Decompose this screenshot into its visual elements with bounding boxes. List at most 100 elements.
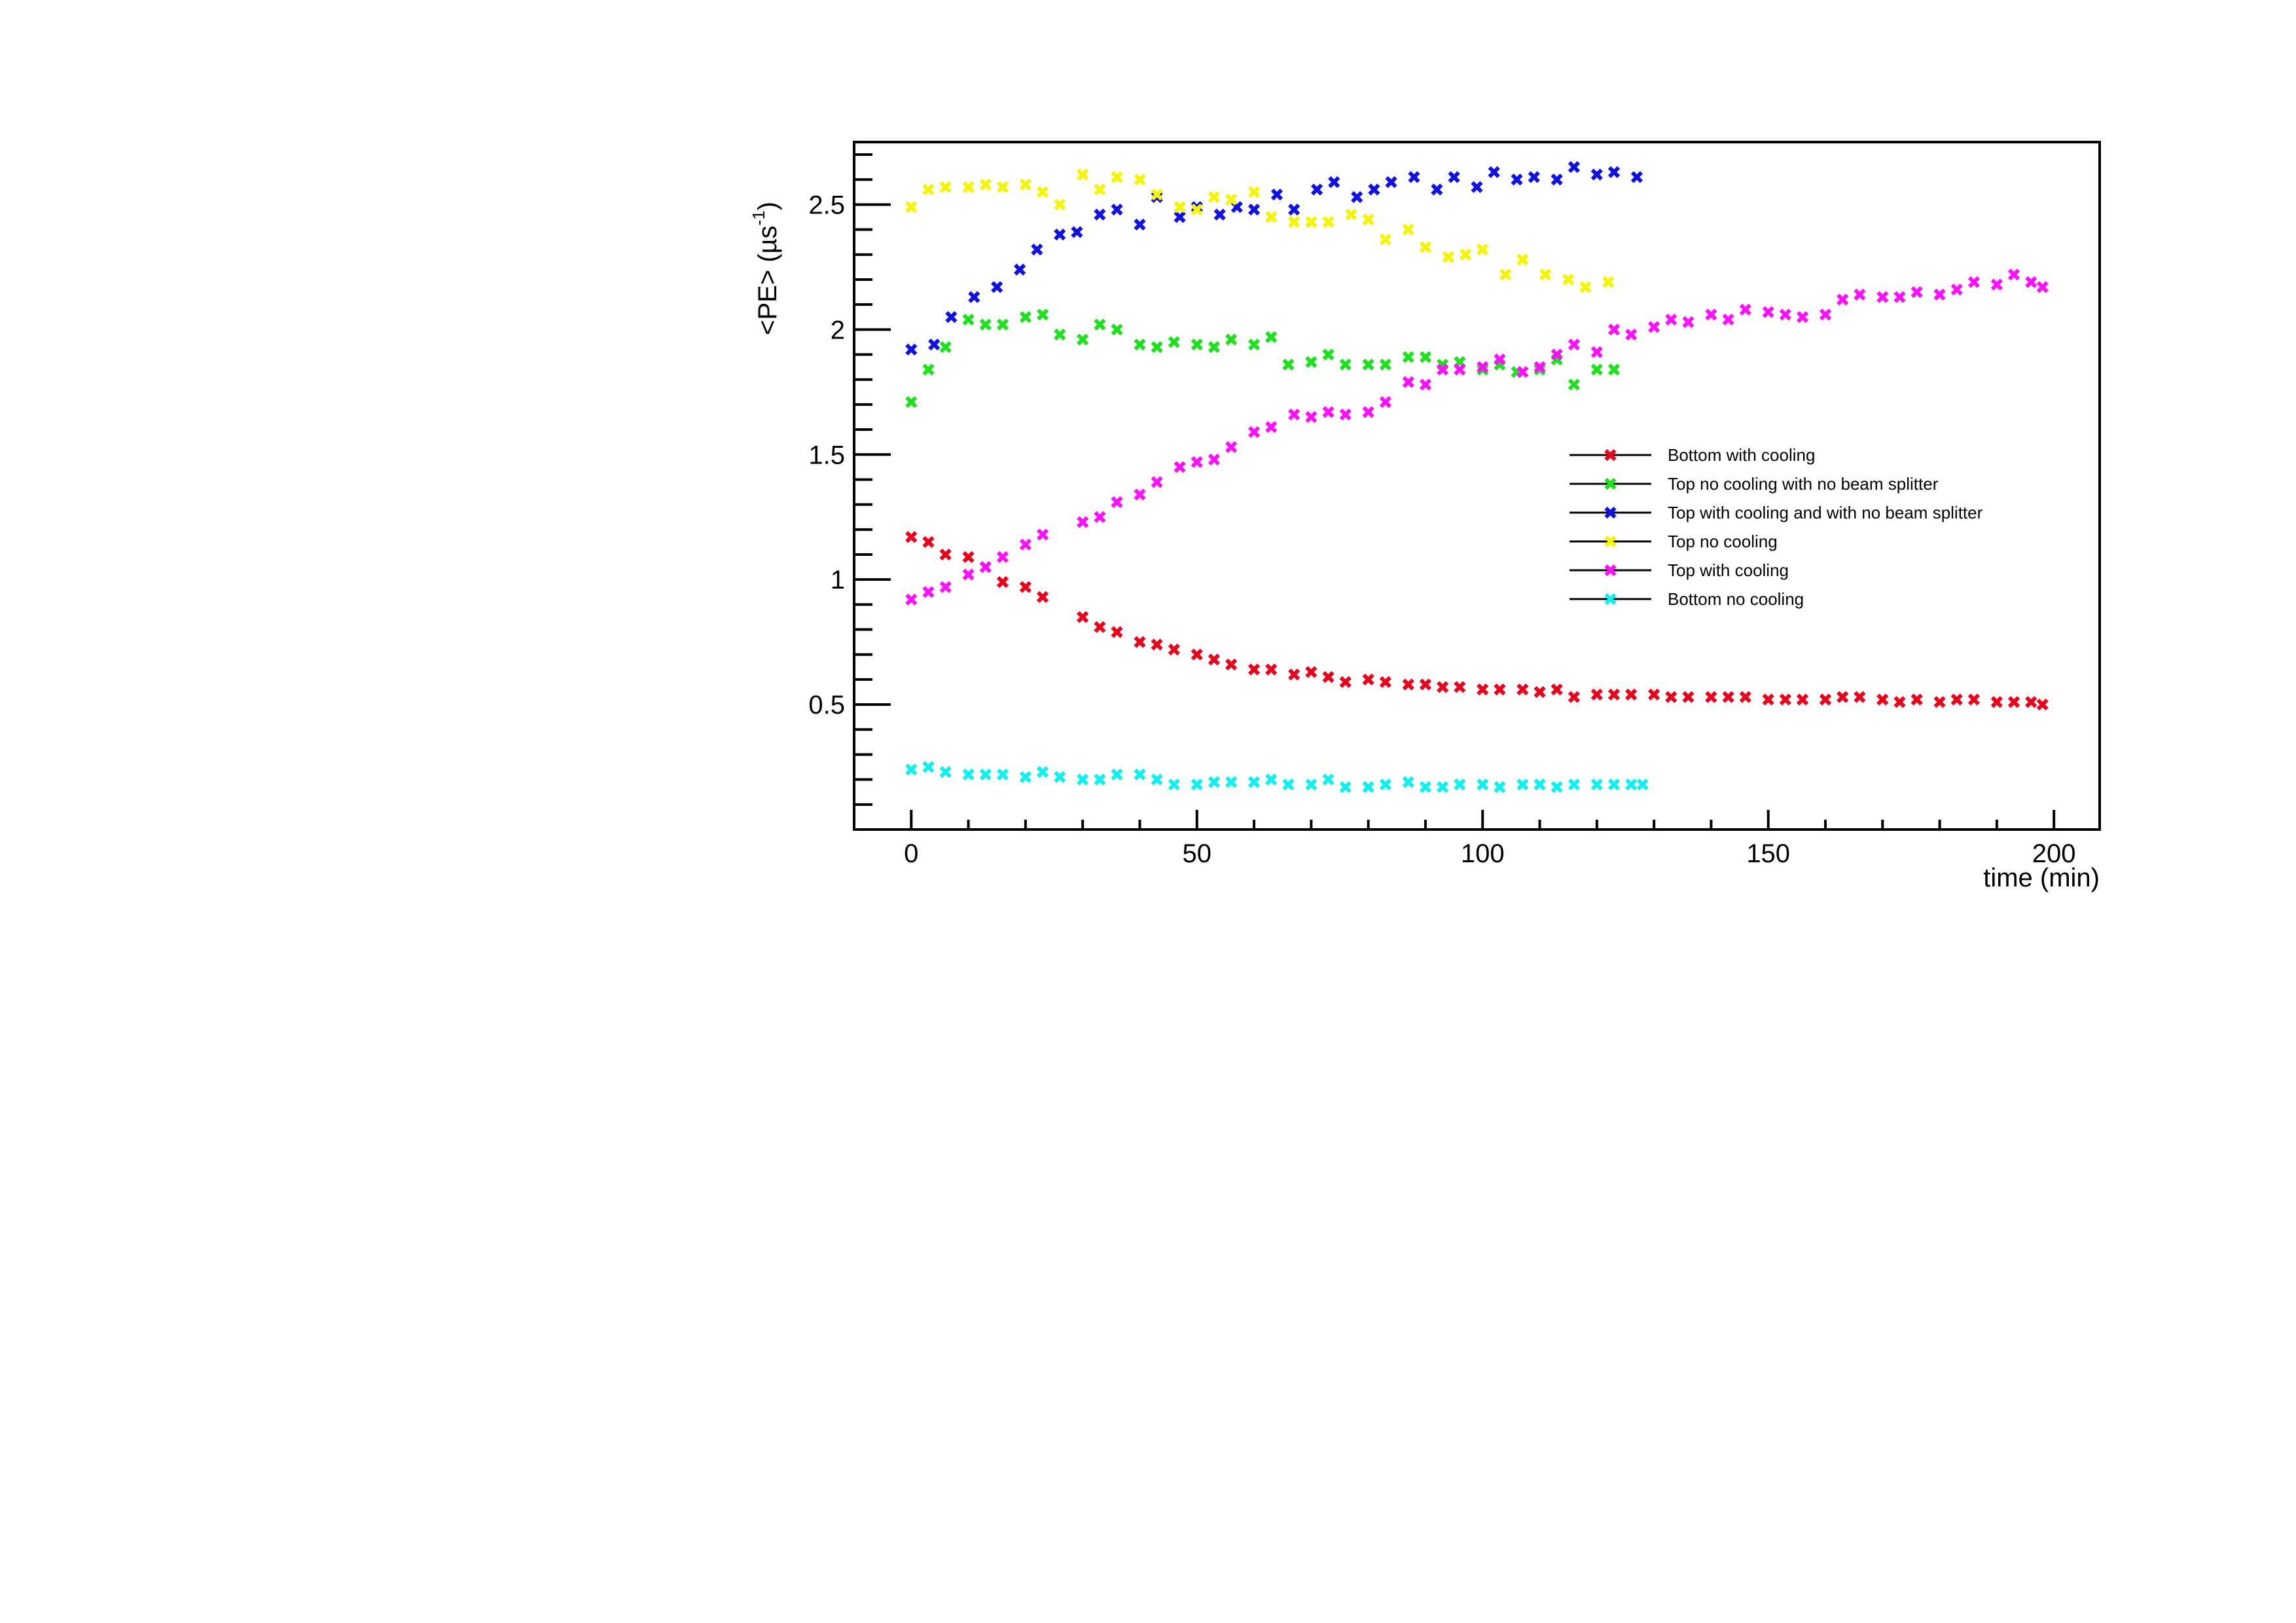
data-point (2025, 276, 2037, 288)
data-point (939, 766, 952, 778)
y-tick-label: 0.5 (808, 691, 845, 720)
data-point (1174, 461, 1186, 473)
data-point (1019, 771, 1032, 783)
data-point (1225, 441, 1238, 453)
data-point (1551, 348, 1563, 361)
data-point (1151, 476, 1163, 488)
data-point (1488, 166, 1500, 178)
data-point (1854, 691, 1866, 703)
data-point (1208, 453, 1221, 466)
data-point (1534, 361, 1546, 373)
data-point (1339, 409, 1352, 421)
data-point (1419, 780, 1432, 793)
data-point (1402, 776, 1414, 788)
data-point (1477, 684, 1489, 696)
data-point (1036, 591, 1049, 604)
data-point (1454, 778, 1466, 791)
data-point (1168, 778, 1180, 791)
data-point (1362, 673, 1374, 686)
data-point (1351, 191, 1363, 204)
x-tick-label: 150 (1746, 839, 1790, 868)
legend: Bottom with cooling Top no cooling with n… (1570, 445, 1983, 609)
data-point (1134, 488, 1146, 501)
legend-label: Bottom with cooling (1668, 445, 1815, 465)
data-point (1448, 171, 1460, 183)
data-point (1054, 771, 1066, 783)
data-point (1534, 685, 1546, 699)
data-point (979, 768, 992, 781)
data-point (1534, 778, 1546, 791)
data-point (962, 313, 975, 326)
legend-marker (1604, 535, 1617, 548)
data-point (2007, 268, 2020, 281)
series-1 (905, 531, 2049, 711)
data-point (1151, 189, 1163, 201)
data-point (1511, 173, 1523, 186)
data-point (1339, 358, 1352, 371)
data-point (1539, 268, 1552, 281)
data-point (1819, 693, 1832, 706)
data-point (1402, 678, 1414, 691)
data-point (1111, 323, 1123, 336)
data-point (1054, 328, 1066, 341)
data-point (1134, 218, 1146, 231)
data-point (1054, 228, 1066, 241)
data-point (2036, 281, 2049, 293)
series-4 (905, 168, 1615, 293)
y-tick-label: 1 (831, 566, 845, 594)
data-point (1328, 175, 1340, 189)
data-point (1111, 171, 1123, 183)
data-point (1305, 356, 1318, 369)
data-point (1893, 696, 1906, 708)
data-point (922, 536, 935, 549)
data-point (1019, 178, 1032, 191)
data-point (1419, 378, 1432, 391)
data-point (996, 768, 1009, 781)
data-point (1739, 303, 1751, 316)
data-point (939, 340, 952, 354)
data-point (1893, 291, 1906, 303)
data-point (1636, 778, 1649, 791)
x-tick-label: 200 (2032, 839, 2076, 868)
data-point (1705, 308, 1717, 321)
data-point (1442, 251, 1454, 263)
data-point (1402, 351, 1414, 363)
data-point (962, 568, 975, 581)
data-point (962, 551, 975, 563)
data-point (939, 548, 952, 561)
data-point (2025, 696, 2037, 708)
data-point (1590, 363, 1603, 376)
legend-marker (1604, 477, 1617, 490)
data-point (1265, 421, 1278, 433)
data-point (1191, 778, 1203, 791)
data-point (1225, 658, 1238, 671)
data-point (962, 181, 975, 193)
data-point (1779, 308, 1792, 321)
data-point (1494, 354, 1506, 366)
legend-entry: Top no cooling with no beam splitter (1570, 474, 1939, 494)
data-point (996, 551, 1009, 563)
data-point (1379, 395, 1391, 409)
data-point (1094, 511, 1106, 523)
data-point (1682, 316, 1695, 329)
data-point (1990, 278, 2003, 291)
data-point (1722, 691, 1734, 703)
data-point (1933, 288, 1946, 301)
data-point (1322, 406, 1335, 418)
data-point (1568, 161, 1581, 173)
data-point (1477, 244, 1489, 256)
data-point (1379, 778, 1391, 791)
data-point (1054, 198, 1066, 211)
data-point (1385, 175, 1397, 189)
data-point (1151, 638, 1163, 651)
x-tick-label: 100 (1461, 839, 1505, 868)
y-axis-title: <PE> (µs-1) (749, 202, 782, 335)
data-point (1208, 776, 1221, 788)
data-point (991, 281, 1003, 293)
data-point (1590, 688, 1603, 701)
data-point (1607, 166, 1621, 178)
data-point (1876, 291, 1889, 303)
data-point (1437, 363, 1449, 376)
data-point (1094, 183, 1106, 196)
legend-entry: Top with cooling (1570, 560, 1789, 580)
